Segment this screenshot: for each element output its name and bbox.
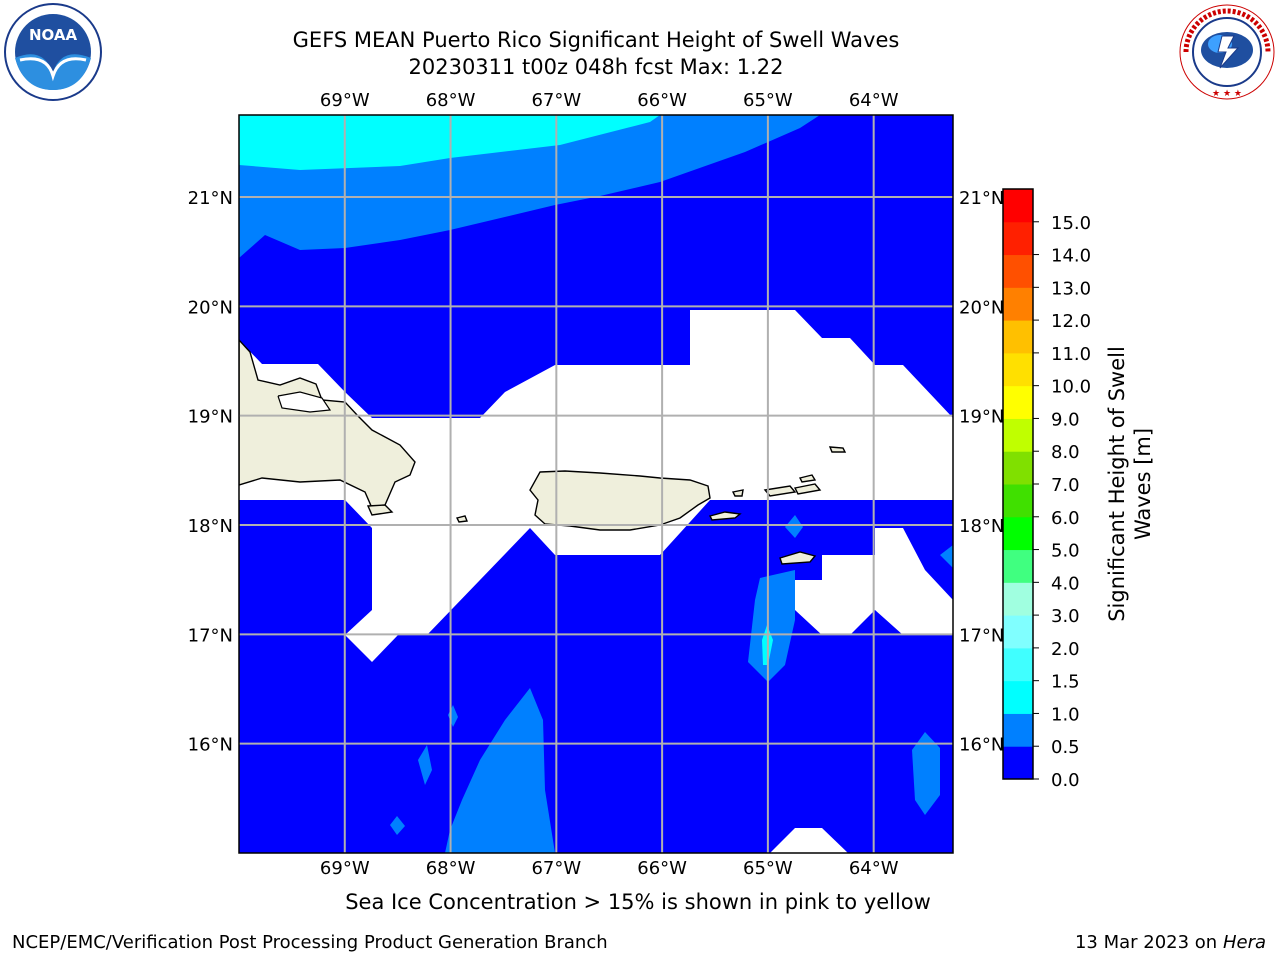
colorbar-swatch-1 <box>1003 713 1033 747</box>
lon-label-top-1: 68°W <box>426 90 476 111</box>
colorbar-tick-label-17: 15.0 <box>1051 213 1091 234</box>
virgin-islands-land-2 <box>793 483 822 495</box>
colorbar-swatch-3 <box>1003 647 1033 682</box>
colorbar-swatch-13 <box>1003 320 1033 354</box>
lon-label-bottom-2: 67°W <box>531 858 581 879</box>
lat-label-left-3: 18°N <box>188 516 233 537</box>
colorbar-swatch-15 <box>1003 254 1033 288</box>
colorbar-tick-label-5: 3.0 <box>1051 606 1080 627</box>
swell-south-plume <box>445 688 555 853</box>
colorbar-swatch-0 <box>1003 746 1033 780</box>
lon-label-top-5: 64°W <box>849 90 899 111</box>
noaa-logo: NOAA <box>4 3 102 101</box>
footer-host: Hera <box>1222 932 1266 953</box>
st-croix-land <box>779 551 817 565</box>
colorbar-swatch-16 <box>1003 221 1033 256</box>
mona-land <box>455 515 468 523</box>
colorbar-swatch-12 <box>1003 352 1033 387</box>
swell-plume-c <box>390 816 405 835</box>
lon-label-top-0: 69°W <box>320 90 370 111</box>
mask-south <box>770 828 848 853</box>
map-layers <box>239 115 953 853</box>
colorbar-tick-label-6: 4.0 <box>1051 573 1080 594</box>
anegada-land <box>828 446 847 453</box>
colorbar-tick-label-10: 8.0 <box>1051 442 1080 463</box>
puerto-rico-land <box>529 470 711 531</box>
colorbar-tick-label-3: 1.5 <box>1051 672 1080 693</box>
lat-label-right-3: 18°N <box>959 516 1004 537</box>
colorbar-tick-label-2: 1.0 <box>1051 704 1080 725</box>
footer-branch: NCEP/EMC/Verification Post Processing Pr… <box>12 932 608 953</box>
colorbar-tick-label-14: 12.0 <box>1051 311 1091 332</box>
vieques-land <box>708 511 742 521</box>
colorbar-swatch-11 <box>1003 385 1033 419</box>
lon-label-bottom-5: 64°W <box>849 858 899 879</box>
lat-label-right-4: 17°N <box>959 625 1004 646</box>
nws-logo: ★ ★ ★ <box>1179 4 1275 100</box>
colorbar-swatch-10 <box>1003 418 1033 452</box>
lat-label-right-2: 19°N <box>959 407 1004 428</box>
samana-bay-outline <box>277 391 332 413</box>
colorbar-tick-label-15: 13.0 <box>1051 278 1091 299</box>
lon-label-bottom-0: 69°W <box>320 858 370 879</box>
colorbar-swatch-7 <box>1003 516 1033 551</box>
colorbar-tick-label-11: 9.0 <box>1051 409 1080 430</box>
lat-label-left-4: 17°N <box>188 625 233 646</box>
colorbar-swatch-8 <box>1003 484 1033 518</box>
colorbar-tick-label-9: 7.0 <box>1051 475 1080 496</box>
colorbar-tick-label-4: 2.0 <box>1051 639 1080 660</box>
lon-label-bottom-3: 66°W <box>637 858 687 879</box>
lon-label-top-2: 67°W <box>531 90 581 111</box>
colorbar-tick-label-12: 10.0 <box>1051 377 1091 398</box>
footer-date: 13 Mar 2023 on Hera <box>1075 932 1266 953</box>
colorbar-swatch-5 <box>1003 582 1033 616</box>
map-title: GEFS MEAN Puerto Rico Significant Height… <box>292 28 900 52</box>
lat-label-left-5: 16°N <box>188 735 233 756</box>
colorbar-swatch-14 <box>1003 287 1033 321</box>
colorbar-tick-label-8: 6.0 <box>1051 508 1080 529</box>
isle-a <box>731 489 744 497</box>
colorbar-swatch-17 <box>1003 189 1033 223</box>
sea-ice-note: Sea Ice Concentration > 15% is shown in … <box>345 890 931 914</box>
colorbar-label-line1: Significant Height of Swell <box>1105 346 1129 622</box>
swell-southeast <box>748 570 795 682</box>
saona-land <box>366 504 394 516</box>
lon-label-bottom-4: 65°W <box>743 858 793 879</box>
lon-label-top-3: 66°W <box>637 90 687 111</box>
colorbar-swatch-2 <box>1003 680 1033 714</box>
map-frame <box>238 114 954 854</box>
colorbar-tick-label-16: 14.0 <box>1051 246 1091 267</box>
lon-label-bottom-1: 68°W <box>426 858 476 879</box>
noaa-logo-text: NOAA <box>29 26 78 44</box>
swell-east <box>912 732 940 815</box>
lat-label-right-1: 20°N <box>959 297 1004 318</box>
colorbar-label-line2: Waves [m] <box>1131 428 1155 540</box>
lat-label-left-2: 19°N <box>188 407 233 428</box>
mask-sw <box>345 635 398 662</box>
swell-patch-d <box>785 515 803 538</box>
colorbar-tick-label-13: 11.0 <box>1051 344 1091 365</box>
colorbar-tick-label-7: 5.0 <box>1051 541 1080 562</box>
lon-label-top-4: 65°W <box>743 90 793 111</box>
colorbar-swatch-9 <box>1003 451 1033 485</box>
lat-label-right-5: 16°N <box>959 735 1004 756</box>
lat-label-right-0: 21°N <box>959 188 1004 209</box>
map-subtitle: 20230311 t00z 048h fcst Max: 1.22 <box>408 55 784 79</box>
colorbar-swatch-6 <box>1003 549 1033 583</box>
swell-east-b <box>940 545 953 568</box>
swell-plume-a <box>418 745 432 785</box>
colorbar-tick-label-1: 0.5 <box>1051 737 1080 758</box>
isle-b <box>798 474 817 483</box>
footer-date-text: 13 Mar 2023 on <box>1074 932 1218 953</box>
svg-text:★ ★ ★: ★ ★ ★ <box>1212 89 1242 99</box>
colorbar-swatch-4 <box>1003 615 1033 649</box>
hispaniola-land <box>239 338 416 509</box>
lat-label-left-1: 20°N <box>188 297 233 318</box>
lat-label-left-0: 21°N <box>188 188 233 209</box>
colorbar-tick-label-0: 0.0 <box>1051 770 1080 791</box>
